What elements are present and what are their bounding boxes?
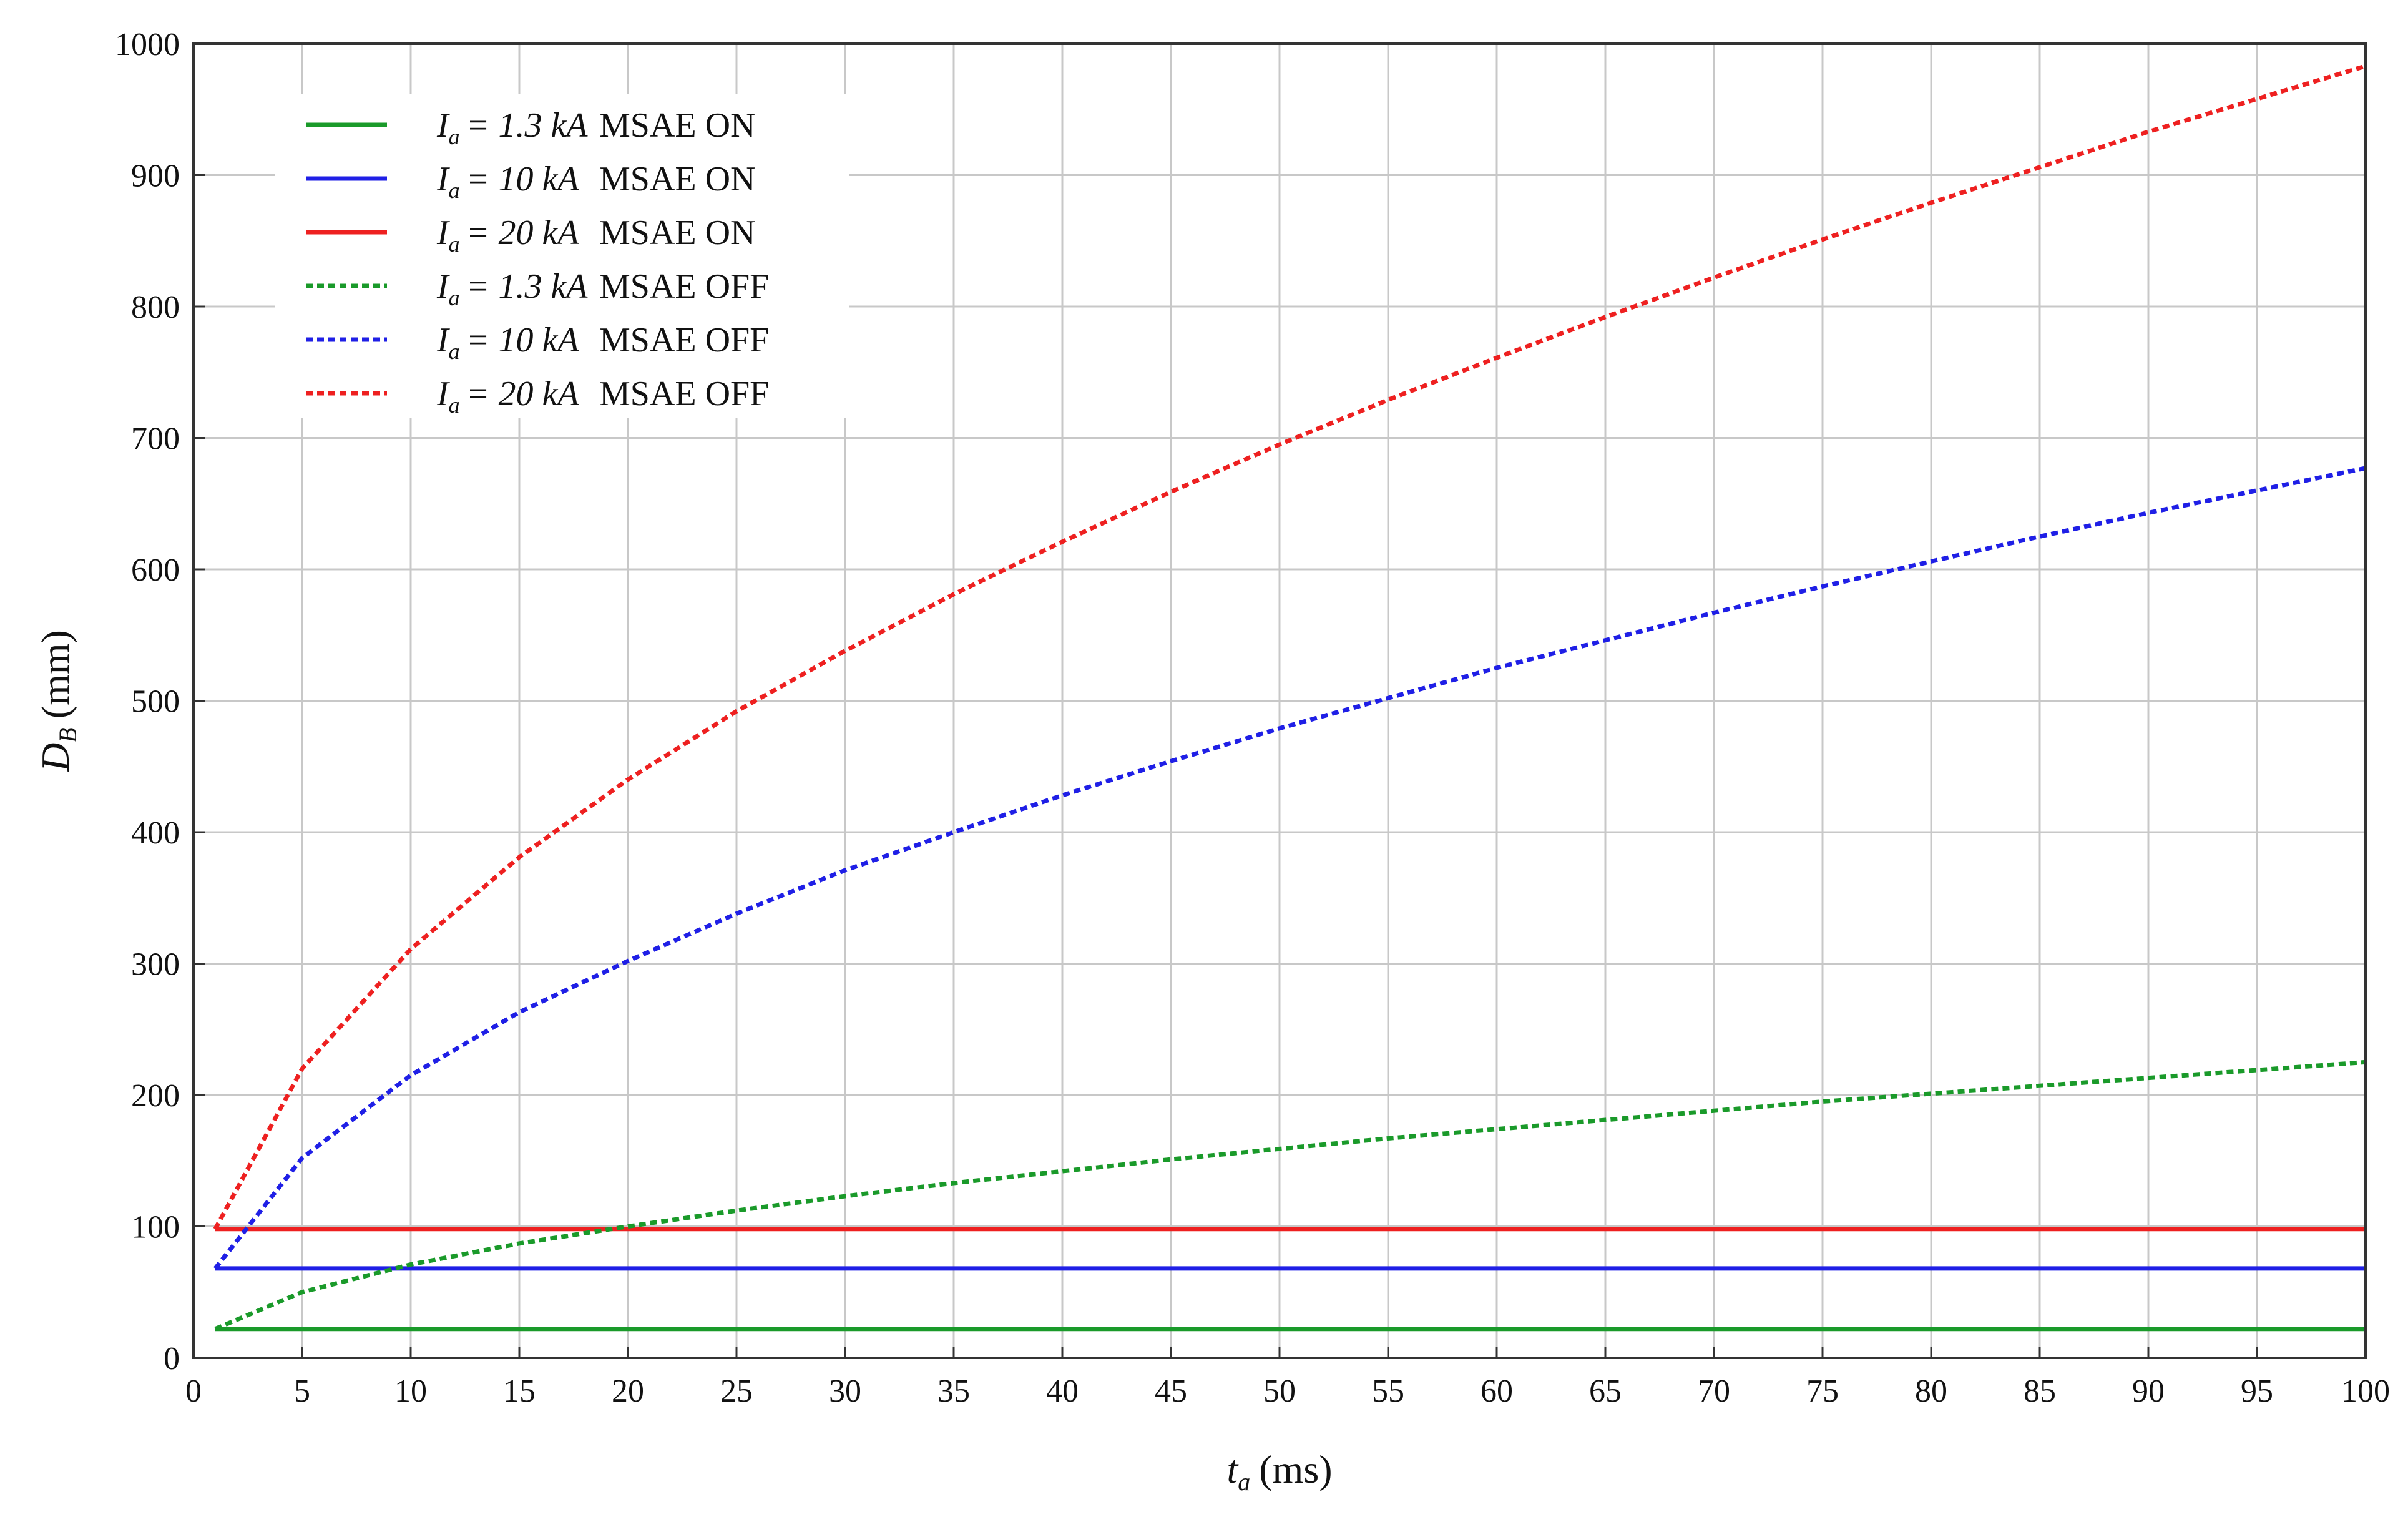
y-tick-label: 500 xyxy=(131,684,180,720)
x-axis-subscript: a xyxy=(1238,1468,1250,1496)
x-tick-label: 70 xyxy=(1698,1373,1730,1409)
x-tick-label: 15 xyxy=(503,1373,536,1409)
x-axis-unit: (ms) xyxy=(1259,1447,1332,1491)
x-tick-label: 65 xyxy=(1589,1373,1622,1409)
legend-mode: MSAE ON xyxy=(599,106,755,145)
x-tick-label: 0 xyxy=(185,1373,202,1409)
legend-label-1: Ia = 10 kA MSAE ON xyxy=(436,160,755,203)
y-tick-label: 1000 xyxy=(115,27,180,62)
legend-current-symbol: I xyxy=(436,160,450,199)
series-line-5 xyxy=(213,64,2367,1230)
y-tick-label: 0 xyxy=(164,1341,180,1377)
legend-mode: MSAE ON xyxy=(599,160,755,199)
x-tick-label: 100 xyxy=(2341,1373,2390,1409)
legend-mode: MSAE OFF xyxy=(599,375,769,413)
legend-current-subscript: a xyxy=(449,232,460,257)
x-tick-label: 95 xyxy=(2241,1373,2273,1409)
x-axis-title: ta (ms) xyxy=(1226,1447,1332,1496)
x-tick-label: 20 xyxy=(612,1373,644,1409)
y-axis-unit: (mm) xyxy=(33,630,77,719)
x-tick-label: 35 xyxy=(937,1373,970,1409)
x-tick-label: 90 xyxy=(2132,1373,2165,1409)
x-tick-label: 25 xyxy=(720,1373,753,1409)
legend-label-2: Ia = 20 kA MSAE ON xyxy=(436,214,755,257)
x-tick-label: 50 xyxy=(1263,1373,1296,1409)
tick-labels: 0 5 10 15 20 25 30 35 40 45 50 55 60 65 70 75 80 85 90 95 10… xyxy=(115,27,2390,1409)
legend-current-value: = 10 kA xyxy=(466,160,580,199)
legend-label-4: Ia = 10 kA MSAE OFF xyxy=(436,321,769,364)
x-tick-label: 45 xyxy=(1155,1373,1187,1409)
legend-current-subscript: a xyxy=(449,124,460,149)
legend-current-subscript: a xyxy=(449,339,460,364)
y-axis-symbol: D xyxy=(33,743,77,772)
y-axis-title: DB (mm) xyxy=(33,630,82,772)
legend-mode: MSAE OFF xyxy=(599,321,769,360)
y-tick-label: 600 xyxy=(131,552,180,588)
y-tick-label: 700 xyxy=(131,421,180,457)
y-axis-subscript: B xyxy=(54,727,82,742)
x-tick-label: 85 xyxy=(2024,1373,2056,1409)
series-line-4 xyxy=(213,466,2366,1270)
x-tick-label: 75 xyxy=(1806,1373,1839,1409)
legend-box xyxy=(275,94,849,418)
legend-current-value: = 1.3 kA xyxy=(466,267,589,306)
x-tick-label: 30 xyxy=(829,1373,861,1409)
y-tick-label: 200 xyxy=(131,1078,180,1114)
legend-current-subscript: a xyxy=(449,285,460,310)
legend-current-value: = 20 kA xyxy=(466,375,580,413)
legend-current-symbol: I xyxy=(436,267,450,306)
legend-label-0: Ia = 1.3 kA MSAE ON xyxy=(436,106,755,149)
x-tick-label: 80 xyxy=(1915,1373,1947,1409)
legend-current-subscript: a xyxy=(449,178,460,203)
legend-mode: MSAE ON xyxy=(599,214,755,252)
y-tick-label: 900 xyxy=(131,159,180,194)
legend-mode: MSAE OFF xyxy=(599,267,769,306)
x-tick-label: 5 xyxy=(294,1373,310,1409)
legend-current-value: = 1.3 kA xyxy=(466,106,589,145)
legend-current-symbol: I xyxy=(436,321,450,360)
series-group xyxy=(213,64,2367,1332)
y-tick-label: 400 xyxy=(131,815,180,851)
legend-current-symbol: I xyxy=(436,214,450,252)
legend-current-value: = 20 kA xyxy=(466,214,580,252)
x-tick-label: 60 xyxy=(1481,1373,1513,1409)
legend-current-subscript: a xyxy=(449,393,460,418)
legend-current-symbol: I xyxy=(436,375,450,413)
legend-label-5: Ia = 20 kA MSAE OFF xyxy=(436,375,769,418)
x-tick-label: 40 xyxy=(1046,1373,1079,1409)
x-tick-label: 55 xyxy=(1372,1373,1404,1409)
y-tick-label: 300 xyxy=(131,947,180,983)
series-line-3 xyxy=(214,1059,2366,1331)
legend-label-3: Ia = 1.3 kA MSAE OFF xyxy=(436,267,769,310)
legend-current-value: = 10 kA xyxy=(466,321,580,360)
x-tick-label: 10 xyxy=(394,1373,427,1409)
x-axis-symbol: t xyxy=(1226,1447,1239,1491)
y-tick-label: 800 xyxy=(131,290,180,325)
legend-current-symbol: I xyxy=(436,106,450,145)
y-tick-label: 100 xyxy=(131,1210,180,1245)
